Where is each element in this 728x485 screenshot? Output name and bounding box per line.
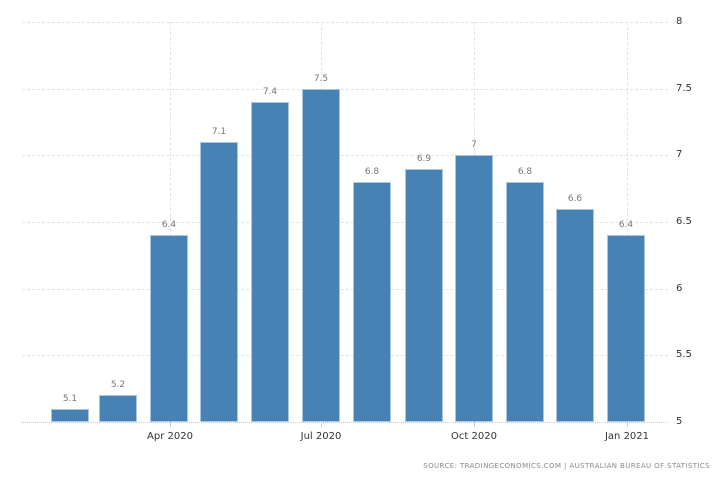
bar-jan-2021[interactable] [607,235,645,422]
y-tick-label: 7 [676,149,683,161]
gridline-horizontal [22,222,668,223]
y-tick-label: 5 [676,416,683,427]
y-tick-label: 6.5 [676,216,692,227]
x-tick-mark [321,422,322,427]
bar-value-label: 6.8 [364,167,380,177]
bar-value-label: 7.4 [262,87,278,97]
bar-may-2020[interactable] [200,142,238,422]
bar-aug-2020[interactable] [353,182,391,422]
bar-value-label: 6.6 [567,193,583,204]
bar-mar-2020[interactable] [99,395,137,422]
x-axis-baseline [22,422,668,423]
gridline-horizontal [22,88,668,90]
gridline-vertical [170,22,171,422]
bar-value-label: 5.2 [110,380,126,391]
bar-value-label: 6.4 [161,220,177,231]
x-tick-mark [627,422,628,427]
y-tick-label: 8 [676,16,683,27]
x-tick-mark [474,422,475,427]
bar-jul-2020[interactable] [302,88,340,422]
bar-value-label: 7.1 [211,127,227,137]
bar-nov-2020[interactable] [506,182,544,422]
gridline-horizontal [22,288,668,290]
bar-value-label: 5.1 [62,393,78,404]
y-tick-label: 5.5 [676,349,692,361]
x-tick-label: Apr 2020 [147,431,193,442]
gridline-horizontal [22,155,668,157]
bar-value-label: 6.4 [618,220,634,231]
bar-value-label: 6.8 [517,167,533,177]
gridline-horizontal [22,22,668,23]
gridline-horizontal [22,355,668,357]
y-tick-label: 6 [676,282,683,294]
x-tick-label: Oct 2020 [451,431,497,442]
bar-value-label: 7.5 [313,73,329,84]
bar-dec-2020[interactable] [556,208,594,422]
bar-apr-2020[interactable] [150,235,188,422]
bar-value-label: 7 [471,140,477,151]
gridline-vertical [627,22,628,422]
x-tick-mark [170,422,171,427]
x-tick-label: Jul 2020 [300,431,342,442]
y-tick-label: 7.5 [676,82,692,94]
x-tick-label: Jan 2021 [604,431,650,442]
bar-jun-2020[interactable] [251,102,289,422]
source-attribution: SOURCE: TRADINGECONOMICS.COM | AUSTRALIA… [423,462,710,470]
bar-feb-2020[interactable] [51,408,89,422]
bar-value-label: 6.9 [416,153,432,164]
bar-oct-2020[interactable] [455,155,493,422]
bar-sep-2020[interactable] [405,168,443,422]
